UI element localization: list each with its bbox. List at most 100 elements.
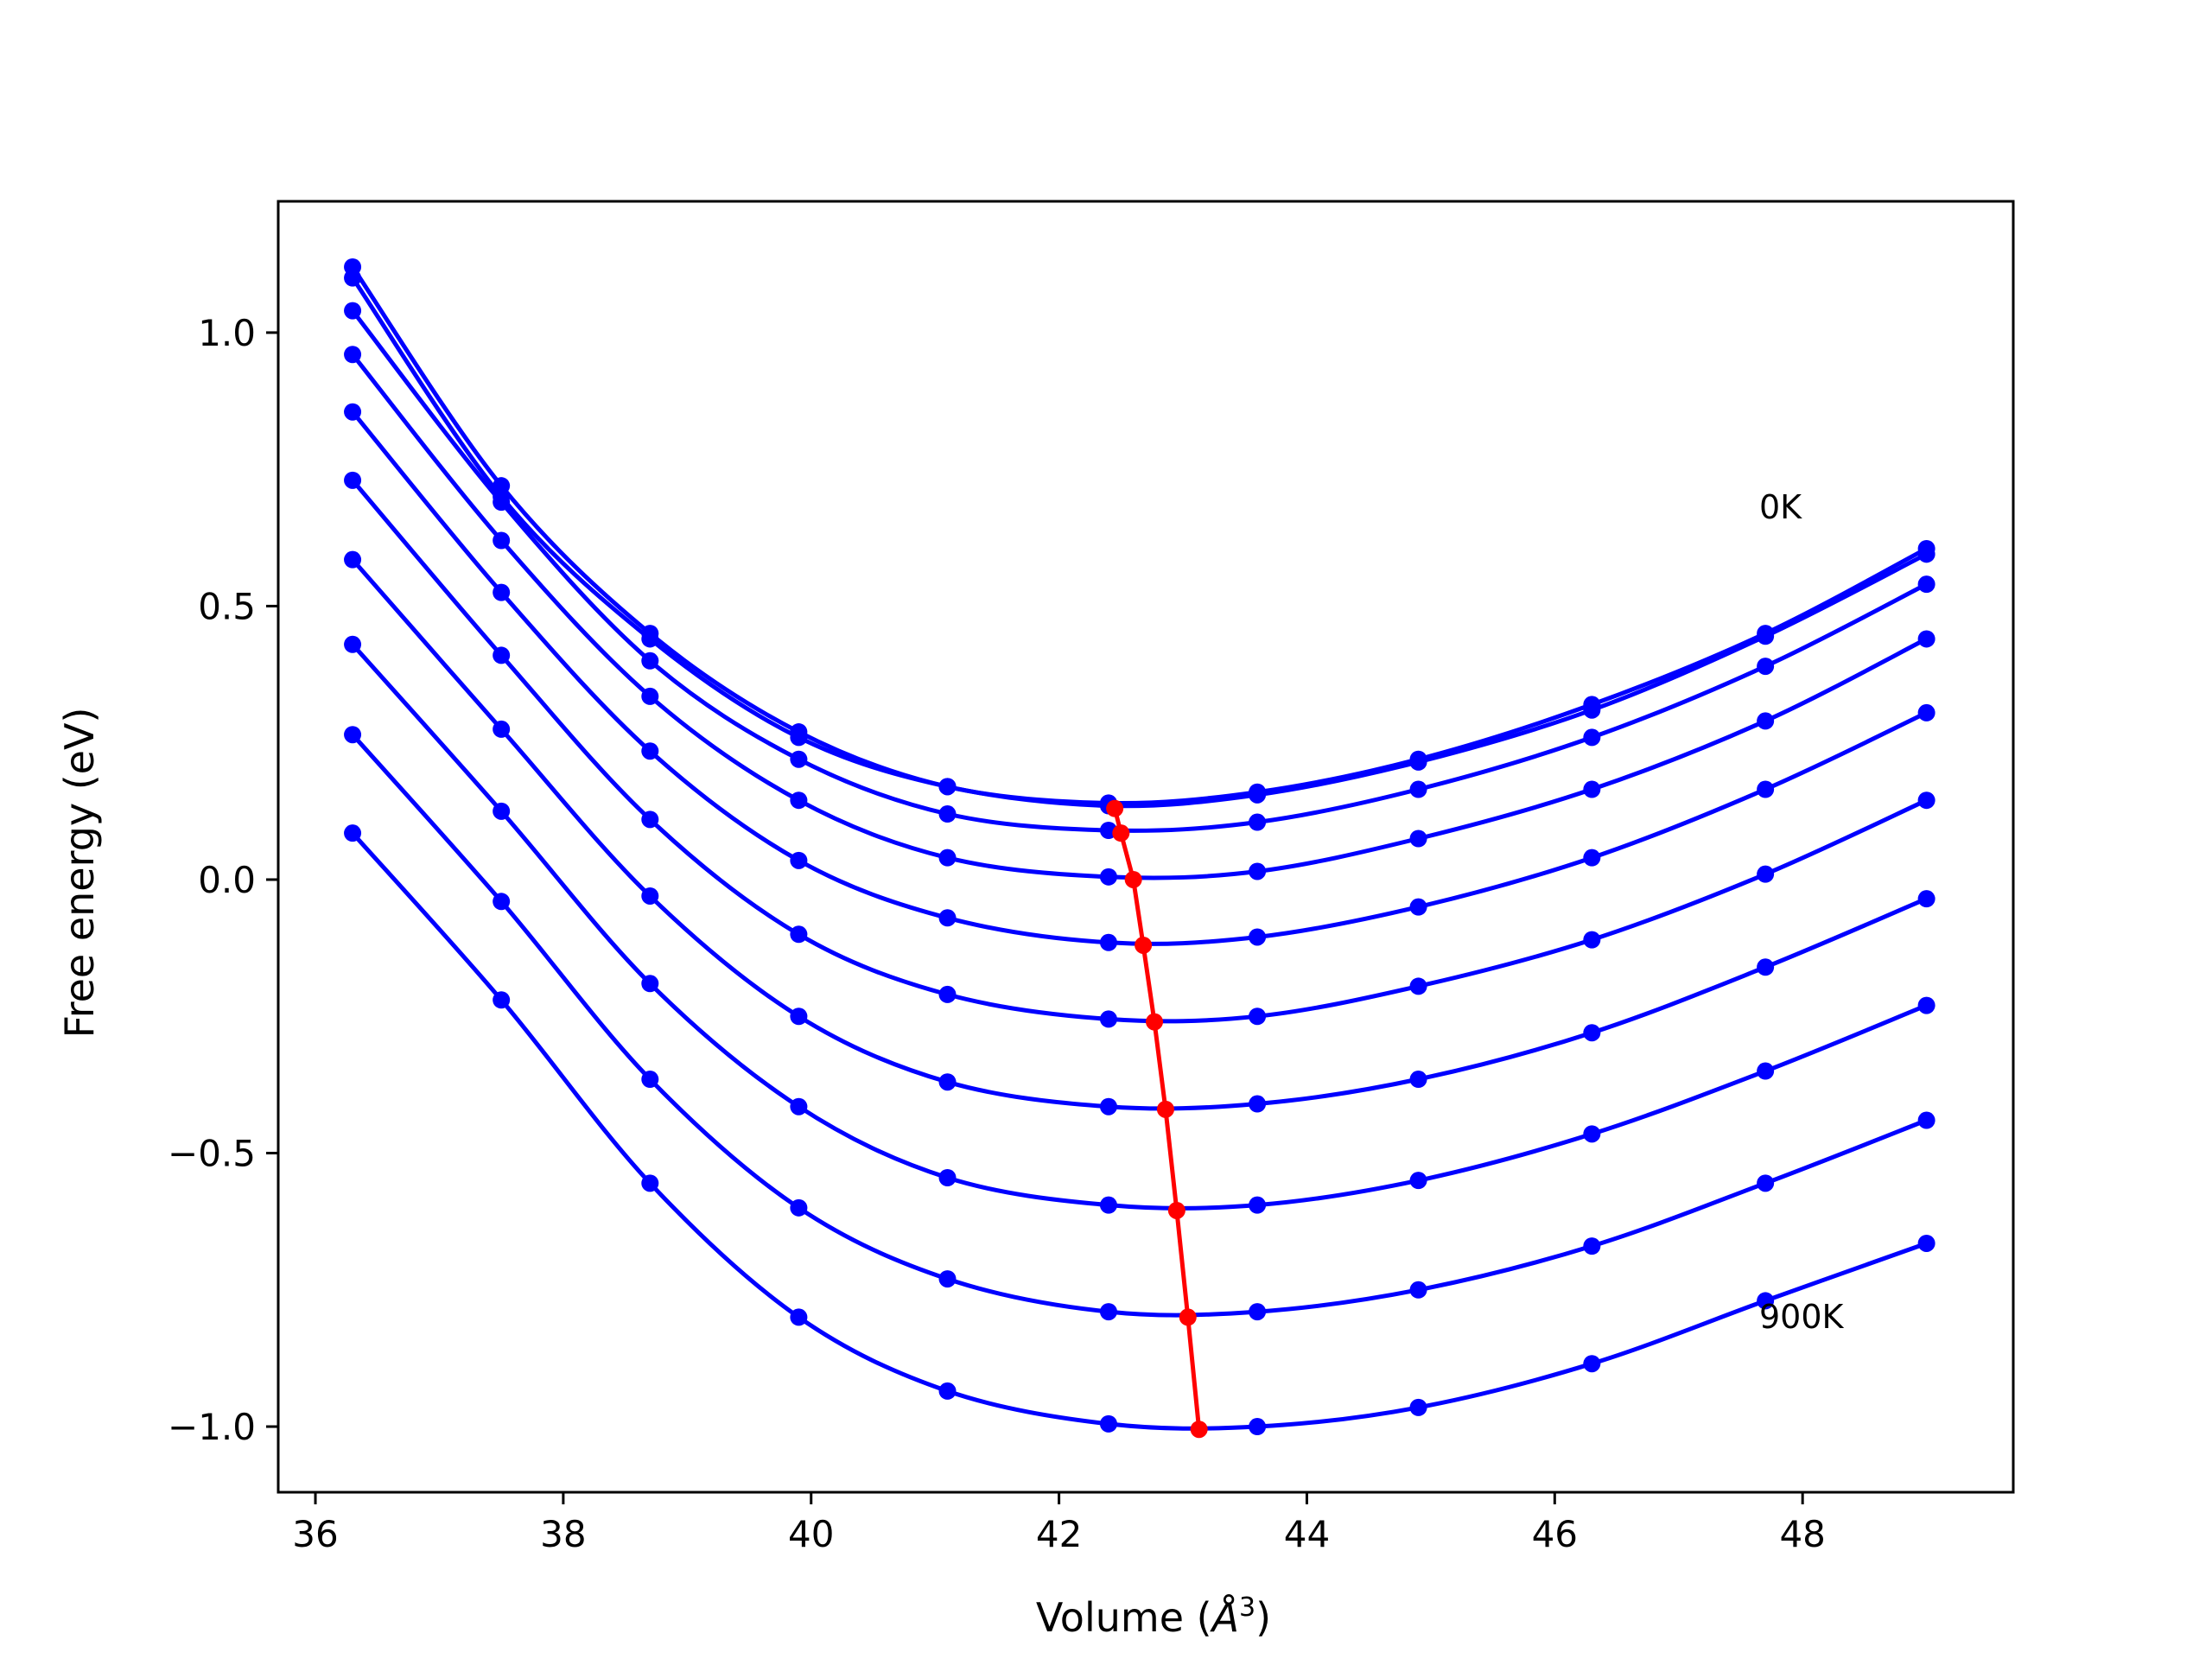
- data-point: [1099, 1414, 1117, 1433]
- data-point: [1583, 1125, 1601, 1143]
- data-point: [1917, 575, 1936, 594]
- data-point: [493, 583, 511, 601]
- data-point: [790, 925, 808, 944]
- minimum-point: [1167, 1201, 1185, 1219]
- data-point: [493, 531, 511, 550]
- data-point: [1583, 780, 1601, 798]
- data-point: [1249, 1007, 1267, 1026]
- data-point: [1409, 977, 1427, 995]
- series-9: [344, 824, 1936, 1436]
- data-point: [938, 1073, 957, 1091]
- data-point: [641, 652, 659, 670]
- minimum-point: [1190, 1421, 1208, 1439]
- data-point: [1099, 868, 1117, 886]
- data-point: [1917, 545, 1936, 563]
- data-point: [1249, 813, 1267, 831]
- data-point: [938, 849, 957, 867]
- data-point: [1409, 830, 1427, 848]
- data-point: [1409, 1398, 1427, 1416]
- data-point: [344, 302, 362, 320]
- data-point: [1757, 1292, 1775, 1310]
- data-point: [493, 802, 511, 820]
- data-point: [790, 1097, 808, 1116]
- data-point: [1917, 703, 1936, 721]
- x-tick-label: 38: [540, 1513, 586, 1555]
- series-0: [344, 257, 1936, 812]
- data-point: [1757, 865, 1775, 883]
- data-point: [790, 851, 808, 869]
- data-point: [1917, 1234, 1936, 1252]
- minimum-point: [1124, 870, 1142, 888]
- plot-frame: [276, 200, 2015, 1494]
- data-point: [790, 791, 808, 810]
- data-point: [1249, 1418, 1267, 1436]
- data-point: [1917, 996, 1936, 1014]
- data-point: [641, 742, 659, 760]
- data-point: [1583, 1355, 1601, 1373]
- series-8: [344, 726, 1936, 1321]
- x-tick-label: 40: [788, 1513, 834, 1555]
- data-point: [1757, 1062, 1775, 1080]
- data-point: [1917, 630, 1936, 648]
- data-point: [1757, 627, 1775, 645]
- data-point: [1757, 958, 1775, 976]
- series-line: [351, 557, 1928, 1111]
- annotations-layer: 0K 900K: [1759, 488, 1845, 1336]
- data-point: [790, 1308, 808, 1326]
- data-point: [344, 550, 362, 569]
- x-tick-label: 36: [292, 1513, 338, 1555]
- data-point: [1249, 1303, 1267, 1321]
- data-point: [790, 1198, 808, 1217]
- data-point: [641, 975, 659, 993]
- series-2: [344, 302, 1936, 840]
- data-point: [1583, 849, 1601, 867]
- data-point: [790, 750, 808, 768]
- y-tick-label: 0.5: [198, 585, 256, 627]
- x-tick-label: 42: [1036, 1513, 1082, 1555]
- series-4: [344, 403, 1936, 951]
- minimum-point: [1106, 799, 1124, 817]
- series-5: [344, 471, 1936, 1028]
- data-point: [344, 403, 362, 421]
- minimum-point: [1135, 936, 1153, 954]
- data-point: [1409, 1071, 1427, 1089]
- data-point: [938, 805, 957, 823]
- data-point: [344, 346, 362, 364]
- y-tick-label: −0.5: [168, 1133, 256, 1175]
- data-point: [1099, 1010, 1117, 1028]
- data-point: [790, 1007, 808, 1026]
- data-point: [1249, 1095, 1267, 1113]
- data-point: [344, 471, 362, 489]
- data-point: [641, 1174, 659, 1192]
- data-point: [1757, 1174, 1775, 1192]
- data-point: [1757, 712, 1775, 730]
- series-6: [344, 550, 1936, 1116]
- series-annotation: 0K: [1759, 488, 1802, 526]
- data-point: [493, 991, 511, 1009]
- data-point: [641, 630, 659, 648]
- series-annotation: 900K: [1759, 1298, 1845, 1336]
- data-point: [790, 728, 808, 747]
- data-point: [1249, 862, 1267, 880]
- data-point: [493, 720, 511, 738]
- series-line: [351, 733, 1928, 1318]
- data-point: [1249, 928, 1267, 946]
- y-axis-label: Free energy (eV): [56, 708, 103, 1039]
- series-1: [344, 269, 1936, 815]
- curves-layer: [344, 257, 1936, 1436]
- data-point: [1409, 898, 1427, 916]
- data-point: [1583, 1024, 1601, 1042]
- x-axis-ticks: 36 38 40 42 44 46 48: [292, 1492, 1826, 1555]
- y-tick-label: −1.0: [168, 1406, 256, 1448]
- data-point: [1249, 1196, 1267, 1214]
- series-line: [351, 410, 1928, 946]
- data-point: [344, 824, 362, 842]
- data-point: [1099, 1196, 1117, 1214]
- minima-layer: [1106, 799, 1208, 1439]
- data-point: [1099, 1097, 1117, 1116]
- data-point: [1757, 780, 1775, 798]
- data-point: [938, 778, 957, 796]
- y-tick-label: 1.0: [198, 312, 256, 354]
- data-point: [1099, 1303, 1117, 1321]
